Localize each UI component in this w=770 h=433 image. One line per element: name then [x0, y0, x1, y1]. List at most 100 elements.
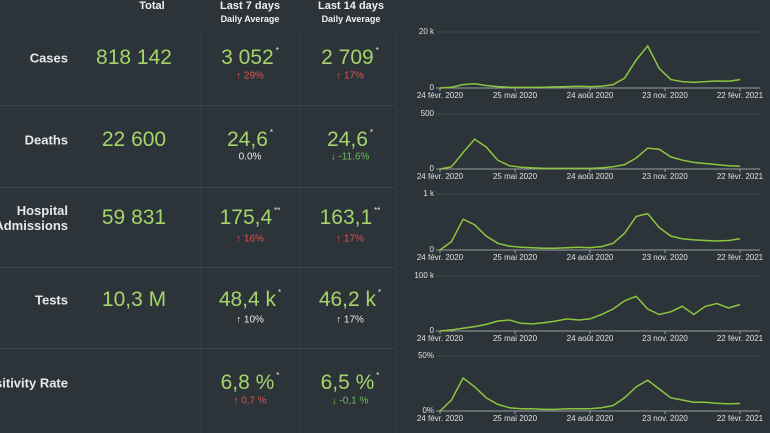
data-line	[439, 376, 741, 412]
header-last7-sub: Daily Average	[220, 14, 280, 24]
average-value: 24,6	[227, 128, 268, 151]
x-tick-label: 25 mai 2020	[493, 172, 538, 181]
x-tick-label: 24 août 2020	[567, 91, 614, 100]
x-tick-label: 25 mai 2020	[493, 253, 538, 262]
footnote-mark: *	[278, 288, 282, 297]
x-tick-label: 23 nov. 2020	[642, 253, 688, 262]
change-percent: ↑ 17%	[336, 314, 364, 326]
data-line	[439, 212, 741, 251]
x-tick-label: 24 août 2020	[567, 253, 614, 262]
footnote-mark: **	[374, 206, 381, 215]
data-line	[439, 295, 741, 332]
data-line	[439, 44, 741, 89]
y-tick-label: 0	[430, 326, 435, 335]
x-tick-label: 25 mai 2020	[493, 334, 538, 343]
x-tick-label: 22 févr. 2021	[717, 414, 764, 423]
row-label: Deaths	[24, 132, 68, 148]
row-label: Hospital Admissions	[0, 203, 68, 233]
change-percent: ↑ 29%	[236, 70, 264, 82]
header-last14: Last 14 days	[317, 0, 385, 12]
total-value: 818 142	[96, 46, 172, 69]
total-value: 22 600	[101, 128, 167, 151]
footnote-mark: *	[269, 128, 273, 137]
x-tick-label: 23 nov. 2020	[642, 91, 688, 100]
x-tick-label: 22 févr. 2021	[717, 253, 764, 262]
x-tick-label: 22 févr. 2021	[717, 91, 764, 100]
row-label: Positivity Rate	[0, 375, 68, 391]
row-border	[0, 105, 395, 106]
footnote-mark: *	[378, 288, 382, 297]
y-tick-label: 50%	[418, 351, 434, 360]
daily-average: 175,4 **	[220, 206, 281, 230]
row-border	[0, 267, 395, 268]
change-percent: ↑ 17%	[336, 70, 364, 82]
average-value: 48,4 k	[218, 288, 277, 311]
average-value: 46,2 k	[318, 288, 377, 311]
x-tick-label: 22 févr. 2021	[717, 334, 764, 343]
x-tick-label: 22 févr. 2021	[717, 172, 764, 181]
x-tick-label: 23 nov. 2020	[642, 172, 688, 181]
average-value: 6,5 %	[320, 371, 375, 394]
average-value: 175,4	[219, 206, 273, 229]
x-tick-label: 24 févr. 2020	[417, 91, 464, 100]
daily-average: 48,4 k *	[219, 288, 281, 312]
average-value: 2 709	[321, 46, 374, 69]
x-tick-label: 24 août 2020	[567, 172, 614, 181]
average-value: 6,8 %	[220, 371, 275, 394]
row-label: Tests	[35, 292, 68, 308]
average-value: 163,1	[319, 206, 373, 229]
y-tick-label: 20 k	[419, 27, 435, 36]
footnote-mark: **	[274, 206, 281, 215]
row-label: Cases	[29, 50, 68, 66]
daily-average: 24,6 *	[327, 128, 373, 152]
data-line	[439, 138, 741, 170]
footnote-mark: *	[375, 46, 379, 55]
change-percent: ↑ 10%	[236, 314, 264, 326]
total-value: 59 831	[101, 206, 167, 229]
x-tick-label: 24 févr. 2020	[417, 414, 464, 423]
column-border	[300, 28, 301, 433]
x-tick-label: 24 févr. 2020	[417, 172, 464, 181]
x-tick-label: 25 mai 2020	[493, 414, 538, 423]
x-tick-label: 23 nov. 2020	[642, 334, 688, 343]
y-tick-label: 0	[430, 245, 435, 254]
x-tick-label: 23 nov. 2020	[642, 414, 688, 423]
y-tick-label: 0%	[422, 406, 434, 415]
footnote-mark: *	[276, 371, 280, 380]
x-tick-label: 24 févr. 2020	[417, 253, 464, 262]
footnote-mark: *	[275, 46, 279, 55]
y-tick-label: 1 k	[423, 189, 435, 198]
change-percent: ↓ -11.6%	[330, 151, 370, 163]
header-last7: Last 7 days	[220, 0, 280, 12]
row-border	[0, 348, 395, 349]
daily-average: 46,2 k *	[319, 288, 381, 312]
daily-average: 3 052 *	[221, 46, 279, 70]
change-percent: ↓ -0,1 %	[331, 395, 369, 407]
change-percent: 0.0%	[238, 151, 262, 163]
y-tick-label: 0	[430, 164, 435, 173]
average-value: 3 052	[221, 46, 274, 69]
change-percent: ↑ 16%	[236, 233, 264, 245]
average-value: 24,6	[327, 128, 368, 151]
footnote-mark: *	[376, 371, 380, 380]
daily-average: 6,5 % *	[321, 371, 380, 395]
row-border	[0, 187, 395, 188]
change-percent: ↑ 17%	[336, 233, 364, 245]
daily-average: 163,1 **	[320, 206, 381, 230]
x-tick-label: 24 août 2020	[567, 334, 614, 343]
x-tick-label: 25 mai 2020	[493, 91, 538, 100]
total-value: 10,3 M	[101, 288, 167, 311]
header-total: Total	[139, 0, 165, 12]
daily-average: 2 709 *	[321, 46, 379, 70]
column-border	[396, 28, 397, 433]
footnote-mark: *	[369, 128, 373, 137]
y-tick-label: 100 k	[414, 271, 435, 280]
y-tick-label: 500	[421, 109, 435, 118]
daily-average: 24,6 *	[227, 128, 273, 152]
change-percent: ↑ 0,7 %	[233, 395, 267, 407]
x-tick-label: 24 févr. 2020	[417, 334, 464, 343]
x-tick-label: 24 août 2020	[567, 414, 614, 423]
daily-average: 6,8 % *	[221, 371, 280, 395]
